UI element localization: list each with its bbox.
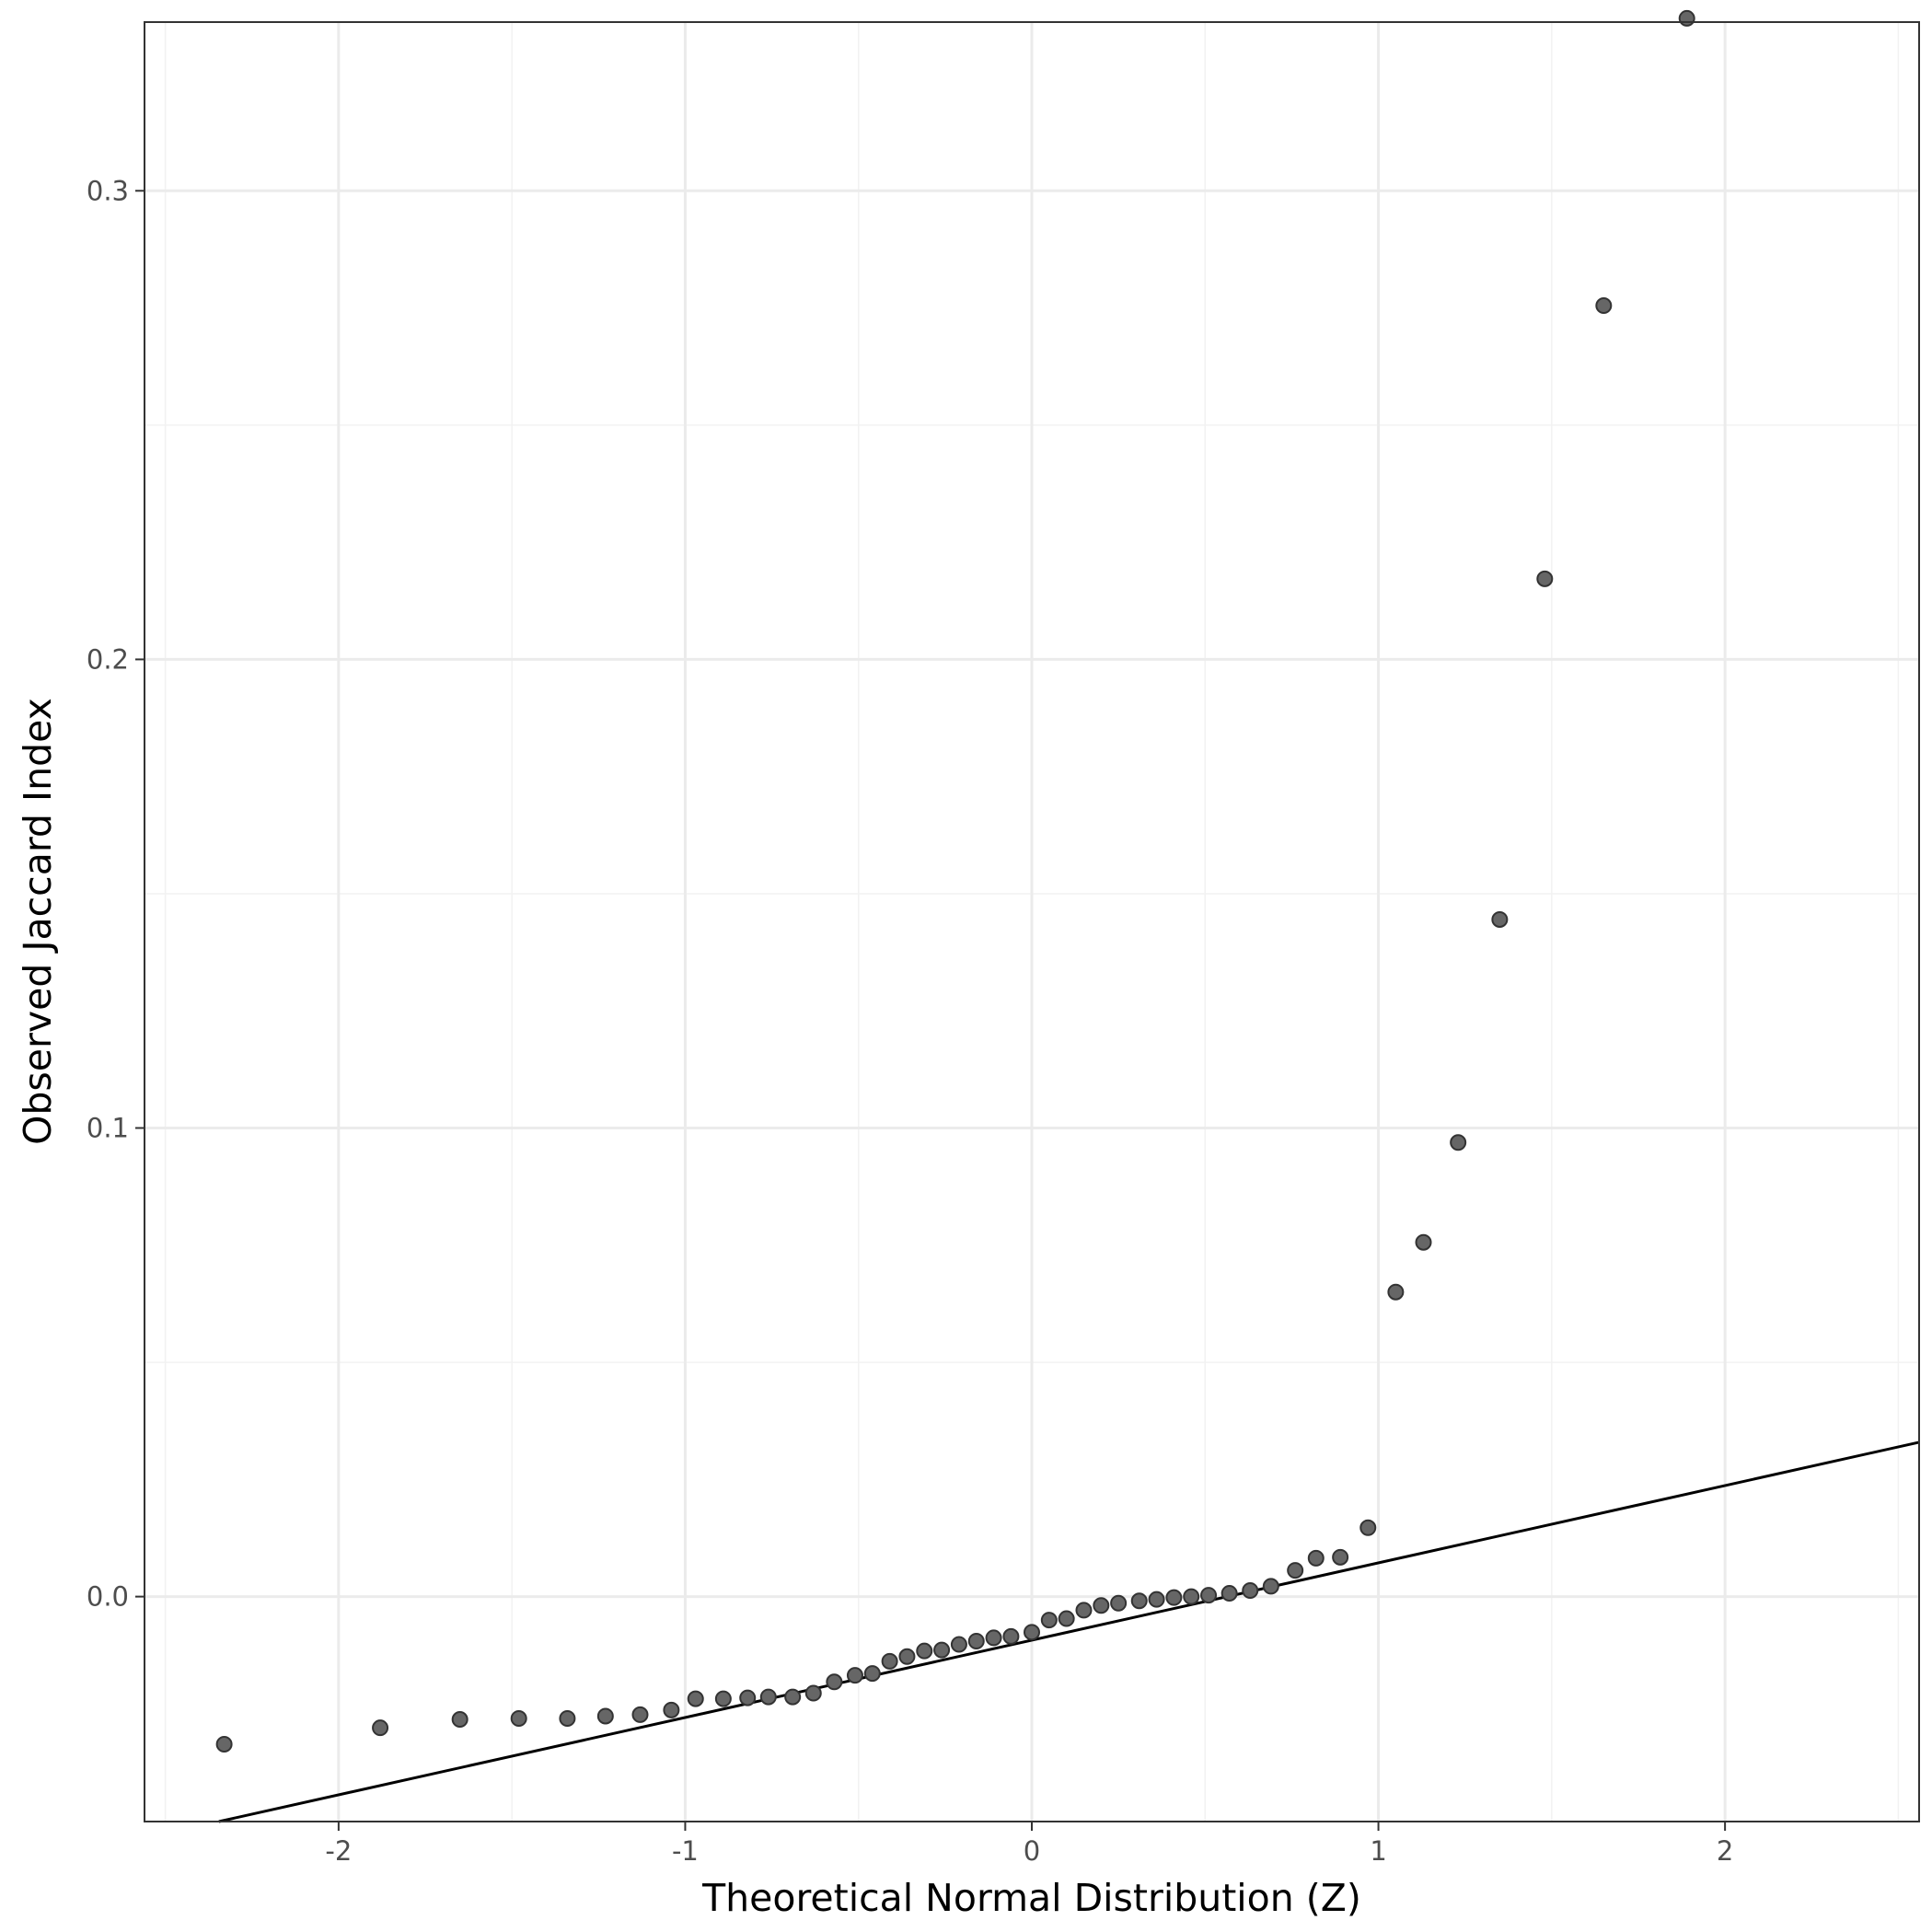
x-tick-label: 0: [1024, 1835, 1040, 1867]
data-point: [1242, 1582, 1259, 1600]
y-tick-label: 0.1: [87, 1113, 129, 1144]
data-point: [1040, 1612, 1058, 1629]
data-point: [784, 1688, 802, 1706]
data-point: [663, 1701, 680, 1718]
data-point: [826, 1673, 843, 1691]
y-tick-label: 0.2: [87, 643, 129, 675]
data-point: [881, 1652, 898, 1670]
data-point: [215, 1735, 233, 1753]
data-point: [1130, 1592, 1148, 1610]
data-point: [1093, 1597, 1110, 1614]
y-axis-title: Observed Jaccard Index: [16, 698, 60, 1145]
data-point: [1165, 1589, 1183, 1606]
data-point: [687, 1690, 704, 1707]
data-point: [372, 1719, 389, 1737]
data-point: [1287, 1562, 1304, 1579]
data-point: [1450, 1134, 1467, 1151]
x-tick-label: -2: [325, 1835, 352, 1867]
data-point: [1024, 1624, 1040, 1641]
reference-line: [218, 1440, 1920, 1823]
data-point: [451, 1711, 469, 1729]
data-point: [1359, 1519, 1377, 1536]
axes: -2 -1 0 1 2 0.0 0.1 0.2 0.3: [87, 175, 1733, 1867]
data-point: [1002, 1627, 1020, 1645]
data-point: [1536, 570, 1554, 587]
data-point: [1262, 1578, 1279, 1595]
data-point: [1110, 1594, 1128, 1612]
x-axis-title: Theoretical Normal Distribution (Z): [701, 1876, 1361, 1920]
data-point: [1148, 1591, 1165, 1608]
data-point: [596, 1707, 614, 1725]
data-point: [967, 1632, 985, 1649]
x-tick-label: -1: [672, 1835, 699, 1867]
data-point: [985, 1629, 1002, 1647]
data-point: [1332, 1548, 1349, 1566]
data-point: [1200, 1587, 1218, 1604]
data-point: [559, 1709, 576, 1727]
data-point: [804, 1684, 822, 1702]
data-point: [1491, 910, 1509, 928]
data-point: [1058, 1610, 1075, 1627]
y-tick-label: 0.0: [87, 1581, 129, 1613]
y-tick-label: 0.3: [87, 175, 129, 206]
data-point: [1387, 1283, 1405, 1301]
data-point: [916, 1642, 933, 1660]
data-point: [739, 1689, 757, 1706]
x-tick-label: 2: [1717, 1835, 1733, 1867]
data-point: [898, 1648, 916, 1665]
data-point: [1595, 297, 1613, 315]
data-point: [1678, 9, 1695, 27]
reference-line-layer: [218, 1440, 1920, 1823]
data-point: [950, 1636, 967, 1653]
data-point: [759, 1688, 777, 1706]
grid: [145, 22, 1919, 1822]
data-point: [1183, 1588, 1200, 1605]
data-point: [1415, 1233, 1432, 1251]
data-point: [863, 1665, 881, 1683]
data-point: [846, 1667, 863, 1684]
data-point: [510, 1709, 527, 1727]
data-point: [1307, 1549, 1325, 1567]
data-point: [631, 1706, 649, 1723]
data-point: [1221, 1585, 1238, 1602]
data-point: [714, 1690, 732, 1707]
points-layer: [215, 9, 1695, 1753]
data-point: [933, 1641, 951, 1659]
data-point: [1075, 1602, 1093, 1619]
x-tick-label: 1: [1370, 1835, 1386, 1867]
